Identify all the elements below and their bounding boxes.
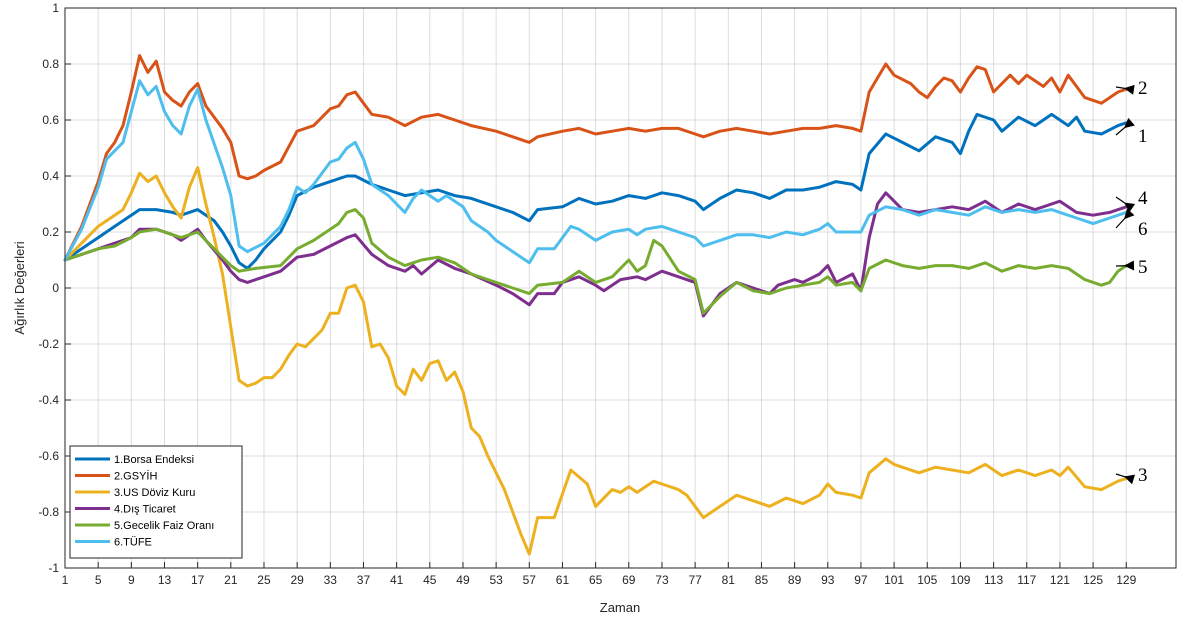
x-tick-label: 45 [423, 573, 437, 587]
annotation-arrow-head [1124, 260, 1135, 271]
legend-item: 5.Gecelik Faiz Oranı [75, 520, 214, 532]
annotation-6: 6 [1115, 208, 1148, 240]
annotation-arrow-head [1124, 202, 1136, 213]
legend-label: 4.Dış Ticaret [114, 504, 176, 516]
series-line-3 [63, 166, 1128, 556]
series-lines [63, 54, 1128, 556]
annotation-arrow-head [1124, 84, 1135, 95]
legend: 1.Borsa Endeksi 2.GSYİH 3.US Döviz Kuru 4.D… [69, 445, 243, 559]
x-tick-label: 33 [324, 573, 338, 587]
y-tick-label: 0.8 [42, 57, 59, 71]
annotation-label: 6 [1138, 219, 1148, 240]
legend-item: 6.TÜFE [75, 537, 152, 549]
series-line-5 [63, 208, 1128, 315]
line-annotations: 2 1 4 6 5 3 [1115, 78, 1148, 486]
x-tick-label: 113 [984, 573, 1003, 587]
x-tick-label: 29 [290, 573, 304, 587]
x-tick-label: 125 [1083, 573, 1103, 587]
x-tick-label: 81 [722, 573, 736, 587]
y-tick-label: -0.8 [38, 505, 59, 519]
x-tick-label: 77 [688, 573, 702, 587]
x-tick-label: 93 [821, 573, 835, 587]
x-tick-label: 89 [788, 573, 802, 587]
x-tick-label: 73 [655, 573, 669, 587]
x-tick-label: 105 [917, 573, 937, 587]
x-tick-label: 17 [191, 573, 205, 587]
annotation-5: 5 [1115, 257, 1148, 278]
annotation-4: 4 [1115, 188, 1148, 213]
y-tick-label: 0.4 [42, 169, 59, 183]
y-tick-label: -1 [48, 561, 59, 575]
y-axis-label: Ağırlık Değerleri [12, 241, 27, 334]
y-axis-ticks: -1 -0.8 -0.6 -0.4 -0.2 0 0.2 0.4 0.6 0.8 1 [38, 1, 71, 575]
x-tick-label: 49 [456, 573, 470, 587]
annotation-arrow-head [1124, 117, 1135, 129]
x-axis-label: Zaman [600, 600, 640, 615]
x-tick-label: 85 [755, 573, 769, 587]
x-tick-label: 129 [1116, 573, 1136, 587]
x-tick-label: 25 [257, 573, 271, 587]
x-tick-label: 21 [224, 573, 238, 587]
x-tick-label: 117 [1017, 573, 1036, 587]
x-tick-label: 5 [95, 573, 102, 587]
y-tick-label: -0.4 [38, 393, 59, 407]
x-tick-label: 57 [523, 573, 537, 587]
legend-label: 5.Gecelik Faiz Oranı [114, 520, 214, 532]
annotation-arrow-head [1124, 208, 1135, 220]
y-tick-label: 1 [52, 1, 59, 15]
x-axis-ticks: 1 5 9 13 17 21 25 29 33 37 41 45 49 53 57 61 65 69 73 77 81 8… [62, 562, 1137, 587]
annotation-label: 1 [1138, 126, 1148, 147]
y-tick-label: 0.6 [42, 113, 59, 127]
x-tick-label: 109 [950, 573, 970, 587]
x-tick-label: 53 [489, 573, 503, 587]
annotation-2: 2 [1115, 78, 1148, 99]
annotation-label: 4 [1138, 188, 1148, 209]
legend-item: 2.GSYİH [75, 470, 157, 483]
x-tick-label: 41 [390, 573, 404, 587]
series-line-6 [63, 79, 1128, 265]
annotation-arrow-head [1124, 474, 1136, 485]
y-tick-label: 0.2 [42, 225, 59, 239]
annotation-label: 3 [1138, 465, 1148, 486]
y-tick-label: -0.2 [38, 337, 59, 351]
x-tick-label: 37 [357, 573, 371, 587]
x-tick-label: 9 [128, 573, 135, 587]
annotation-1: 1 [1115, 117, 1148, 147]
x-tick-label: 61 [556, 573, 570, 587]
y-tick-label: 0 [52, 281, 59, 295]
x-tick-label: 69 [622, 573, 636, 587]
legend-label: 1.Borsa Endeksi [114, 454, 194, 466]
x-tick-label: 1 [62, 573, 69, 587]
legend-label: 3.US Döviz Kuru [114, 487, 195, 499]
x-tick-label: 13 [158, 573, 172, 587]
legend-item: 4.Dış Ticaret [75, 504, 176, 516]
annotation-label: 2 [1138, 78, 1148, 99]
series-line-1 [63, 112, 1128, 270]
legend-item: 3.US Döviz Kuru [75, 487, 195, 499]
series-line-2 [63, 54, 1128, 262]
annotation-label: 5 [1138, 257, 1148, 278]
x-tick-label: 121 [1050, 573, 1070, 587]
annotation-3: 3 [1115, 465, 1148, 486]
legend-label: 6.TÜFE [114, 537, 152, 549]
legend-item: 1.Borsa Endeksi [75, 454, 194, 466]
x-tick-label: 65 [589, 573, 603, 587]
y-tick-label: -0.6 [38, 449, 59, 463]
x-tick-label: 101 [884, 573, 904, 587]
legend-box [69, 445, 243, 559]
legend-label: 2.GSYİH [114, 470, 157, 483]
x-tick-label: 97 [854, 573, 868, 587]
